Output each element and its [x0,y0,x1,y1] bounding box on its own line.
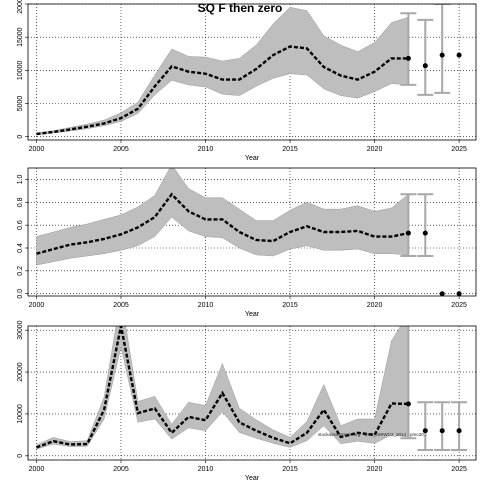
estimate-line [36,326,409,449]
y-tick-label: 0 [17,454,24,458]
x-tick-label: 2020 [367,302,383,309]
estimate-line [36,192,409,255]
panel-3: 2000 2005 2010 2015 2020 2025 0 10000 20000 30000… [17,320,477,480]
panel-2: 2000 2005 2010 2015 2020 2025 0.0 0.2 0.4 0.6 0.8 1… [17,167,477,318]
plot-frame [27,167,477,297]
x-tick-label: 2025 [451,302,467,309]
x-tick-label: 2020 [367,466,383,473]
plot-frame [27,325,477,461]
projection-point [439,52,445,58]
projection-point [405,230,411,236]
y-tick-label: 0.4 [17,243,24,253]
y-tick-label: 0.8 [17,197,24,207]
x-tick-label: 2015 [282,466,298,473]
x-axis-label: Year [245,311,260,318]
x-tick-label: 2000 [29,146,45,153]
x-tick-label: 2010 [198,302,214,309]
y-tick-label: 30000 [17,320,24,340]
figure-title: SQ F then zero [198,1,283,15]
estimate-line [36,45,409,136]
projection-point [405,55,411,61]
y-tick-label: 1.0 [17,174,24,184]
projection-point [422,63,428,69]
projection-point [405,401,411,407]
projection-point [456,52,462,58]
panel-1: 2000 2005 2010 2015 2020 2025 0 5000 10000 15000 2… [17,0,477,162]
y-tick-label: 0 [17,135,24,139]
x-tick-label: 2010 [198,146,214,153]
x-tick-label: 2005 [113,302,129,309]
y-tick-label: 20000 [17,362,24,382]
projection-point [439,428,445,434]
y-tick-label: 20000 [17,0,24,14]
x-tick-label: 2025 [451,146,467,153]
panel-plot-area [36,168,462,296]
y-tick-label: 15000 [17,27,24,47]
panel-plot-area [36,326,468,451]
plot-frame [27,3,477,141]
y-tick-label: 10000 [17,61,24,81]
projection-point [456,291,462,296]
y-tick-label: 0.6 [17,220,24,230]
figure-annotation: stockassessment.org - BSS_NWWG2_2014 - p… [318,432,428,437]
y-tick-label: 10000 [17,404,24,424]
panel-plot-area [36,4,462,136]
x-axis-label: Year [245,475,260,480]
projection-point [439,291,445,296]
x-tick-label: 2015 [282,302,298,309]
y-tick-label: 0.2 [17,266,24,276]
projection-point [456,428,462,434]
x-tick-label: 2005 [113,466,129,473]
x-tick-label: 2025 [451,466,467,473]
x-tick-label: 2005 [113,146,129,153]
x-tick-label: 2020 [367,146,383,153]
projection-point [422,230,428,236]
x-tick-label: 2015 [282,146,298,153]
x-tick-label: 2000 [29,466,45,473]
y-tick-label: 0.0 [17,289,24,299]
x-axis-label: Year [245,155,260,162]
x-tick-label: 2010 [198,466,214,473]
x-tick-label: 2000 [29,302,45,309]
y-tick-label: 5000 [17,96,24,112]
projection-point [422,428,428,434]
